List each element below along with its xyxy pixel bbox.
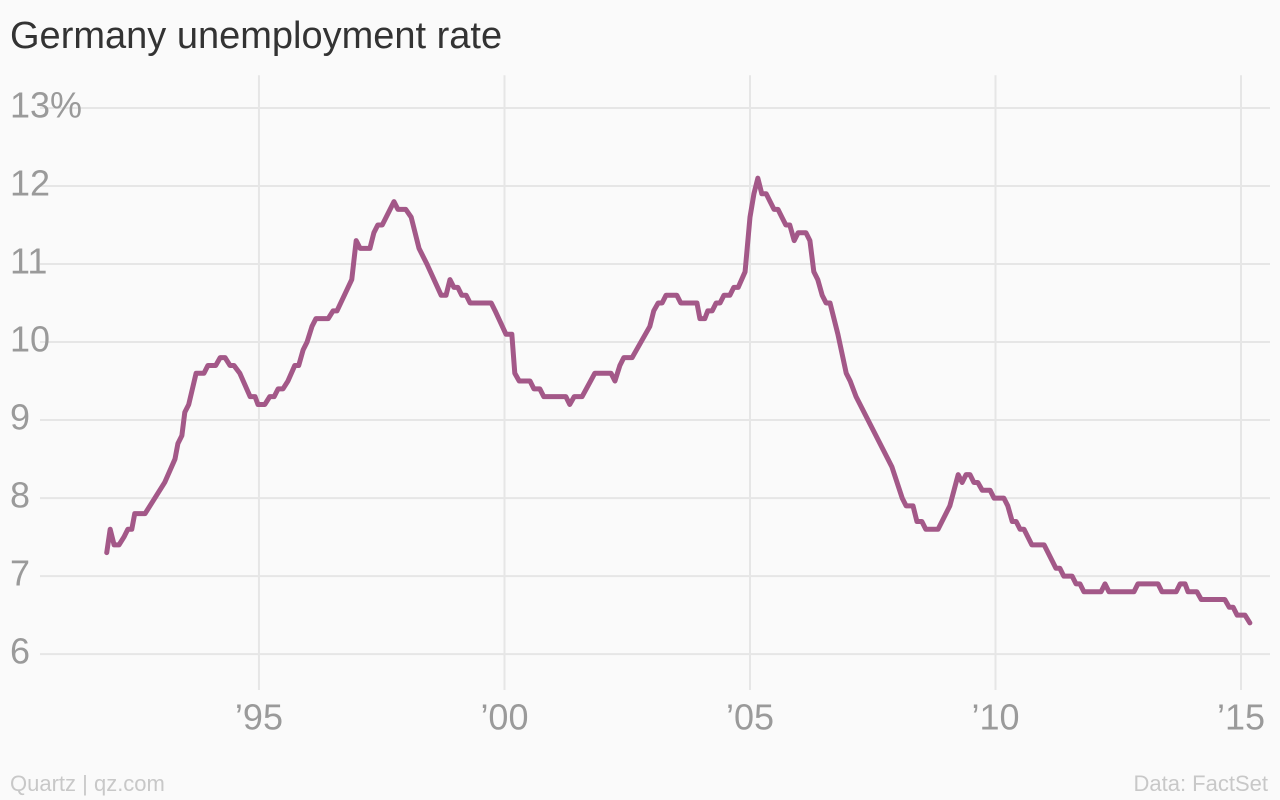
y-tick-label: 6 (10, 631, 30, 672)
y-tick-label: 11 (10, 241, 47, 282)
credit: Quartz | qz.com (10, 771, 165, 796)
chart-title: Germany unemployment rate (10, 15, 502, 57)
y-tick-label: 13% (10, 84, 82, 125)
data-line (104, 175, 1253, 626)
x-tick-label: ’05 (726, 697, 774, 738)
y-tick-label: 9 (10, 397, 30, 438)
y-tick-label: 12 (10, 163, 50, 204)
y-tick-label: 8 (10, 475, 30, 516)
grid (40, 75, 1270, 690)
y-tick-label: 10 (10, 319, 50, 360)
y-tick-label: 7 (10, 553, 30, 594)
x-tick-label: ’15 (1217, 697, 1265, 738)
x-tick-label: ’00 (480, 697, 528, 738)
x-tick-label: ’95 (235, 697, 283, 738)
tick-labels: 6 7 8 9 10 11 12 13% ’95 ’00 ’05 ’10 ’15 (10, 84, 1265, 737)
x-tick-label: ’10 (971, 697, 1019, 738)
plot (104, 175, 1253, 626)
source: Data: FactSet (1133, 771, 1268, 796)
